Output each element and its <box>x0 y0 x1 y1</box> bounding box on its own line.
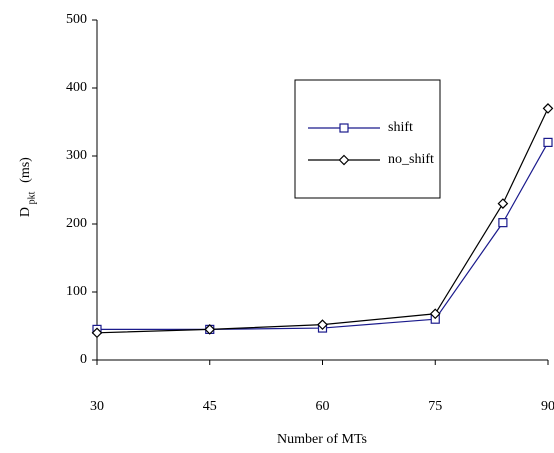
legend-label: shift <box>388 120 413 135</box>
marker-diamond <box>91 327 103 339</box>
marker-square <box>543 137 553 147</box>
marker-diamond <box>497 198 509 209</box>
x-tick-label: 45 <box>203 399 217 414</box>
y-tick-label: 200 <box>66 216 87 231</box>
marker-diamond <box>338 154 350 166</box>
marker-diamond <box>204 324 216 335</box>
y-label-unit: (ms) <box>18 157 33 183</box>
marker-diamond <box>429 308 441 320</box>
y-label-main: D <box>18 207 33 217</box>
marker-diamond <box>317 319 328 330</box>
x-tick-label: 60 <box>316 399 330 414</box>
marker-diamond <box>542 103 554 114</box>
marker-square <box>498 218 508 228</box>
y-tick-label: 500 <box>66 12 87 27</box>
legend-box <box>294 79 441 199</box>
x-tick-label: 90 <box>541 399 554 414</box>
y-label-sub: pkt <box>26 191 37 204</box>
y-axis-label: D pkt (ms) <box>18 157 37 217</box>
x-axis-label: Number of MTs <box>277 432 367 447</box>
x-tick-label: 30 <box>90 399 104 414</box>
y-tick-label: 0 <box>80 352 87 367</box>
y-tick-label: 400 <box>66 80 87 95</box>
series-line <box>96 108 549 334</box>
y-tick-label: 100 <box>66 284 87 299</box>
legend-label: no_shift <box>388 152 434 167</box>
marker-square <box>339 123 349 133</box>
y-tick-label: 300 <box>66 148 87 163</box>
x-tick-label: 75 <box>428 399 442 414</box>
